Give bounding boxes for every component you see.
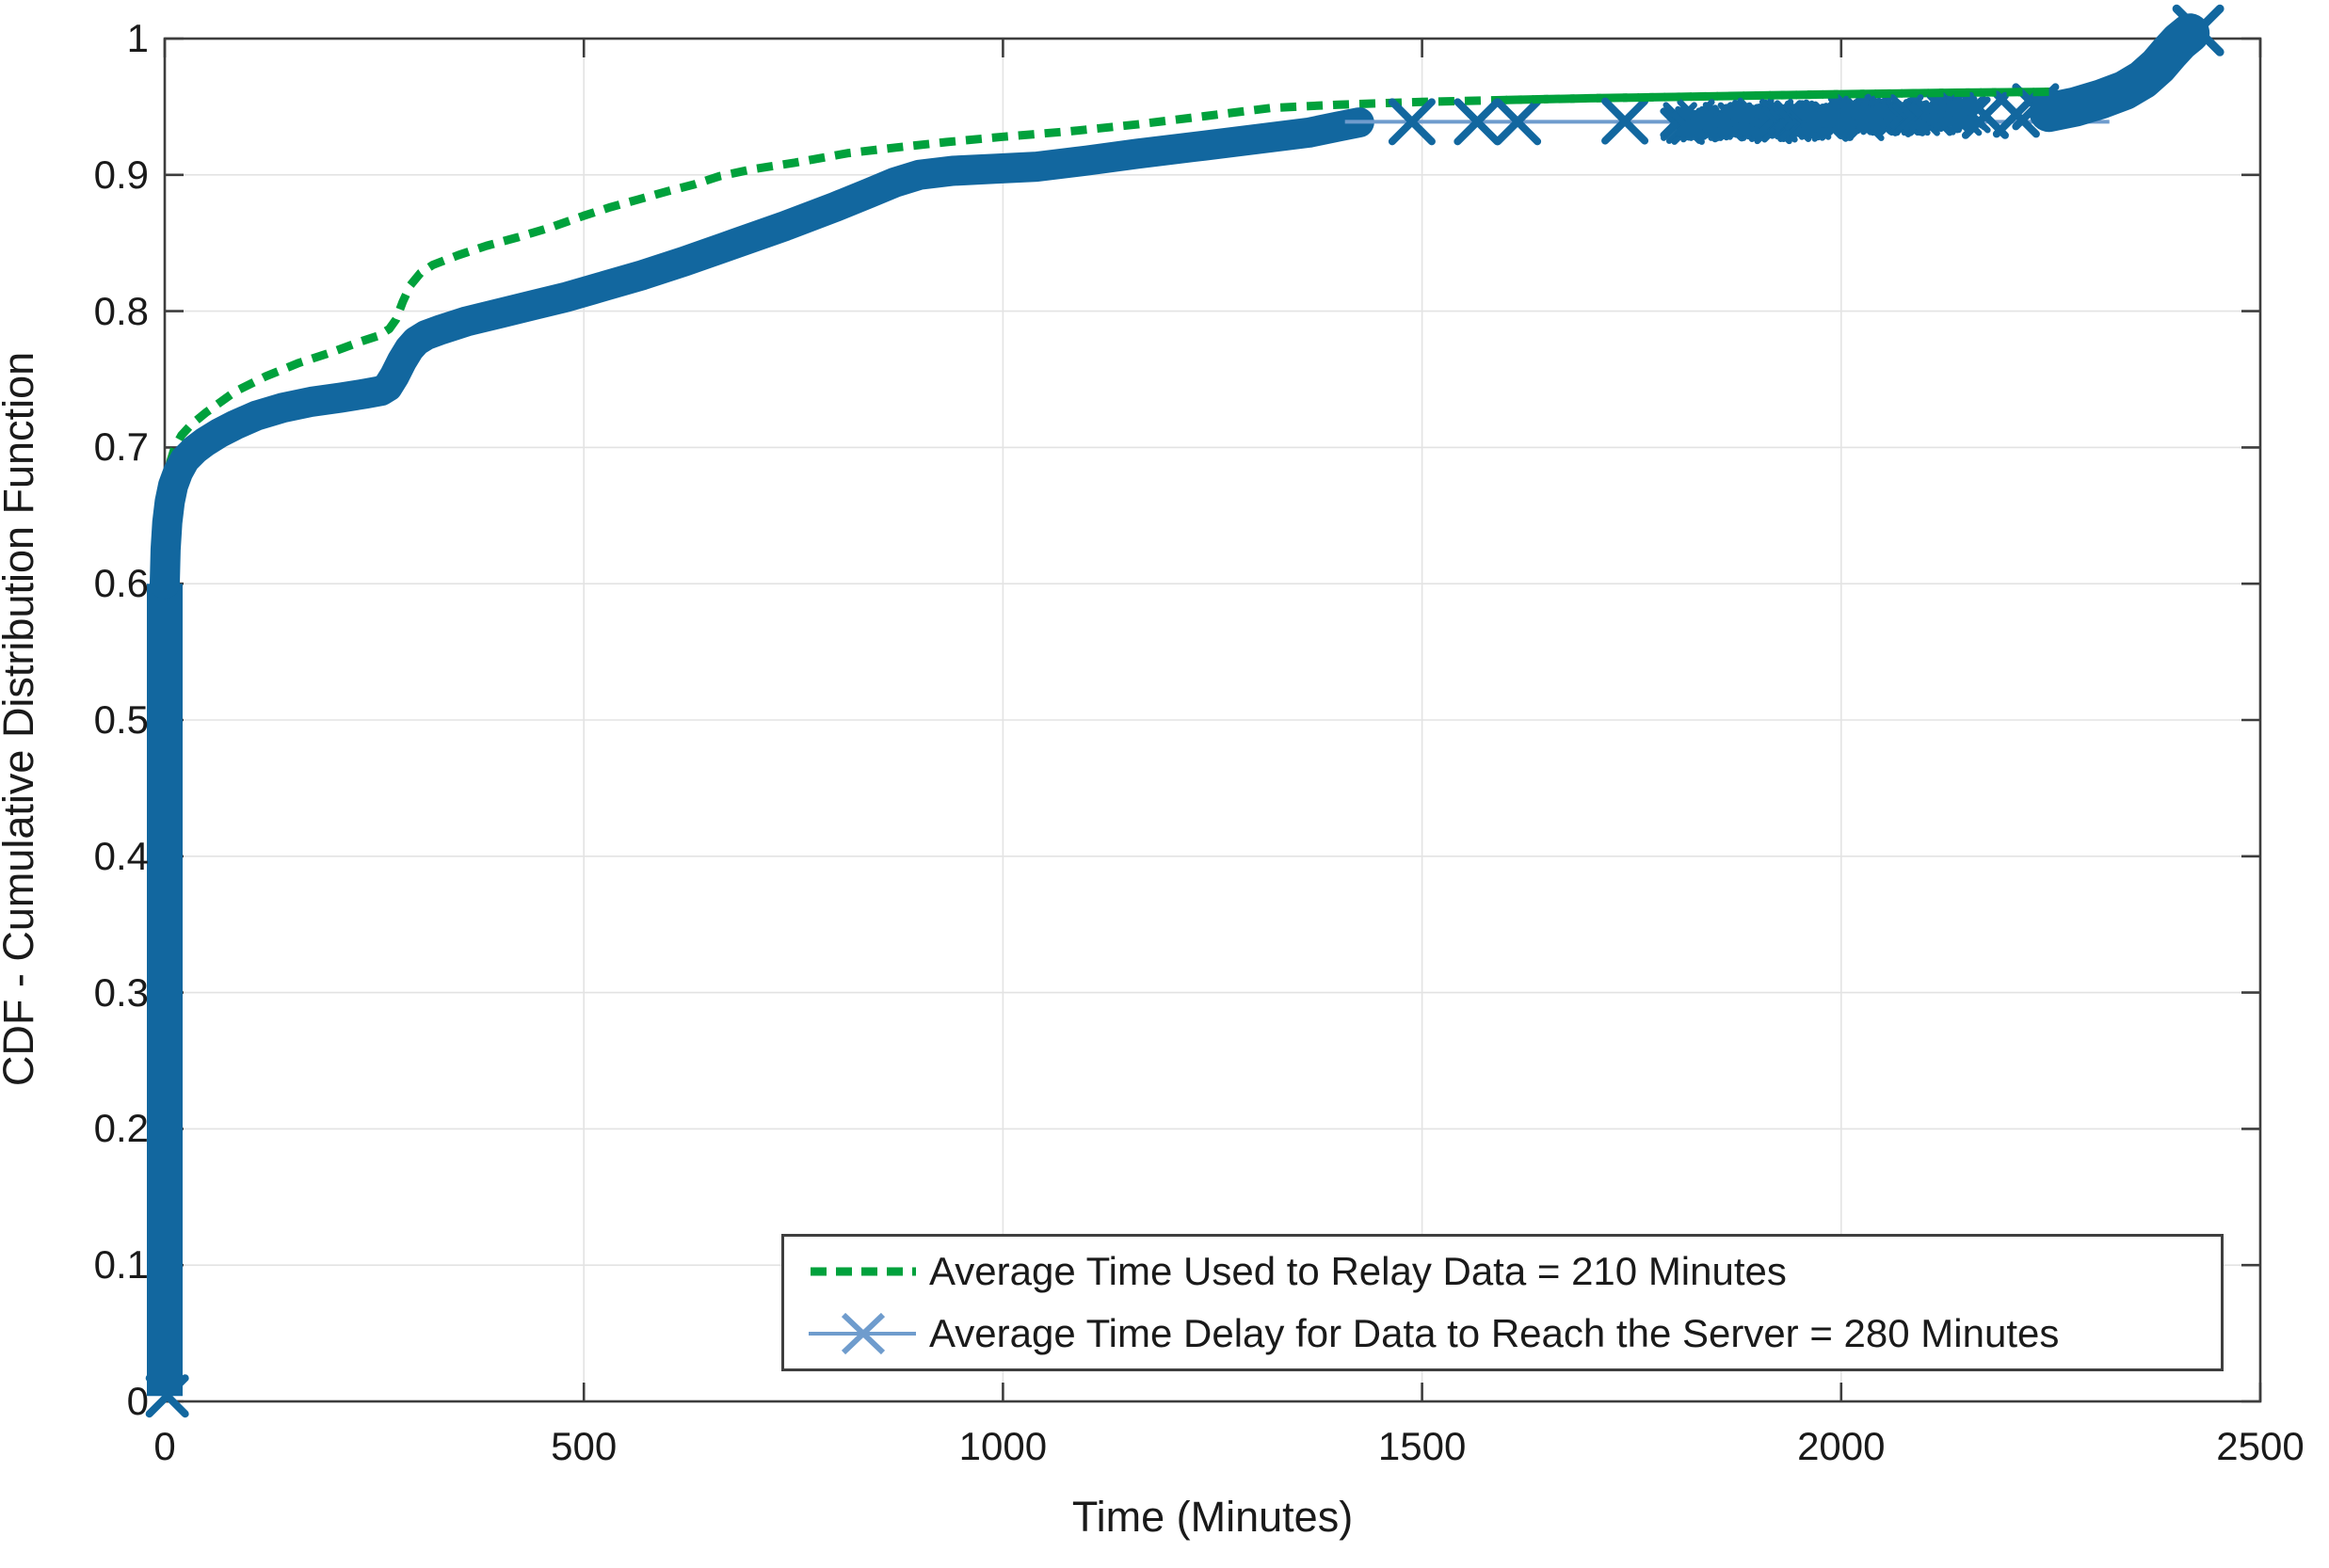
y-tick-label: 0.7 — [93, 424, 149, 470]
legend-item-relay: Average Time Used to Relay Data = 210 Mi… — [805, 1245, 2221, 1298]
y-tick-label: 0.8 — [93, 288, 149, 333]
y-tick-label: 0.1 — [93, 1242, 149, 1288]
legend-dashed-line-icon — [811, 1267, 916, 1276]
delay-cdf-tail-band — [2029, 13, 2210, 133]
x-tick-label: 0 — [153, 1424, 176, 1468]
y-tick-label: 0 — [126, 1379, 149, 1423]
x-tick-label: 2500 — [2216, 1424, 2305, 1468]
y-tick-label: 0.5 — [93, 697, 149, 742]
legend: Average Time Used to Relay Data = 210 Mi… — [781, 1234, 2224, 1371]
delay-x-marker — [1454, 98, 1502, 146]
x-tick-label: 1500 — [1377, 1424, 1467, 1468]
data-series — [145, 4, 2225, 1418]
relay-cdf-line-overlay — [1505, 88, 2055, 104]
y-tick-label: 0.6 — [93, 561, 149, 606]
y-axis-label: CDF - Cumulative Distribution Function — [0, 351, 42, 1087]
y-tick-label: 1 — [126, 16, 149, 60]
delay-end-x-marker — [2172, 4, 2225, 56]
delay-x-marker — [1388, 98, 1436, 146]
delay-cdf-marker-band — [150, 107, 1374, 600]
legend-item-delay: Average Time Delay for Data to Reach the… — [805, 1307, 2221, 1360]
x-tick-label: 2000 — [1797, 1424, 1886, 1468]
y-tick-label: 0.3 — [93, 969, 149, 1015]
grid-lines — [165, 38, 2261, 1401]
delay-origin-x-marker — [145, 1374, 189, 1418]
relay-cdf-line — [160, 88, 2055, 543]
delay-x-marker — [1494, 98, 1542, 146]
y-tick-label: 0.9 — [93, 152, 149, 197]
x-axis-label: Time (Minutes) — [1071, 1493, 1354, 1541]
y-tick-label: 0.2 — [93, 1106, 149, 1151]
delay-cluster-x-marker — [1953, 96, 1991, 134]
legend-x-marker-line-icon — [809, 1312, 916, 1355]
legend-label-relay: Average Time Used to Relay Data = 210 Mi… — [929, 1249, 1787, 1293]
delay-x-marker — [1601, 97, 1649, 145]
x-tick-label: 1000 — [958, 1424, 1048, 1468]
y-tick-label: 0.4 — [93, 833, 149, 878]
legend-label-delay: Average Time Delay for Data to Reach the… — [929, 1311, 2060, 1355]
x-tick-label: 500 — [551, 1424, 618, 1468]
